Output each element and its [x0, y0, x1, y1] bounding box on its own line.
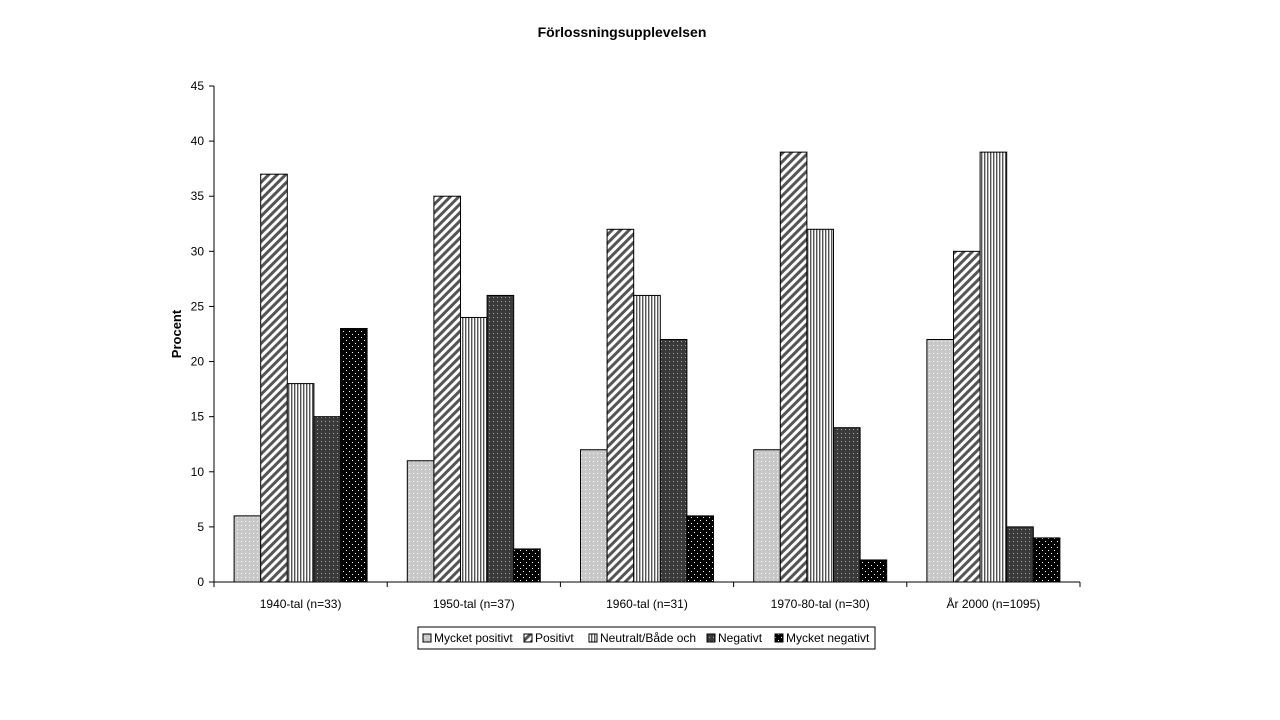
chart-title: Förlossningsupplevelsen — [538, 24, 707, 40]
y-axis-label: Procent — [169, 309, 184, 358]
legend-swatch — [422, 633, 432, 643]
legend-swatch — [523, 633, 533, 643]
bar — [340, 327, 368, 583]
legend-swatch — [774, 633, 784, 643]
y-tick-label: 20 — [191, 355, 205, 369]
legend-label: Neutralt/Både och — [600, 631, 696, 645]
x-category-label: 1950-tal (n=37) — [433, 597, 515, 611]
y-tick-label: 45 — [191, 79, 205, 93]
y-tick-label: 30 — [191, 244, 205, 258]
bar — [659, 339, 688, 583]
legend-swatch — [588, 633, 598, 643]
bar — [833, 427, 861, 583]
bar — [260, 173, 288, 583]
legend-label: Mycket positivt — [434, 631, 513, 645]
y-tick-label: 35 — [191, 189, 205, 203]
y-tick-label: 25 — [191, 299, 205, 313]
legend: Mycket positivt Positivt Neutralt/Både och… — [417, 626, 876, 650]
y-tick-label: 10 — [191, 465, 205, 479]
y-tick-label: 15 — [191, 410, 205, 424]
bar — [513, 548, 541, 583]
bar — [460, 316, 488, 583]
legend-swatch — [706, 633, 716, 643]
bar — [806, 228, 835, 583]
y-tick-label: 5 — [197, 520, 204, 534]
legend-box — [417, 626, 876, 650]
bar — [1032, 537, 1061, 583]
bar — [313, 416, 341, 583]
bar — [580, 449, 608, 583]
bar — [779, 151, 808, 583]
bars-group — [233, 151, 1061, 583]
bar — [433, 195, 461, 583]
y-tick-label: 0 — [197, 575, 204, 589]
x-category-label: 1970-80-tal (n=30) — [771, 597, 870, 611]
bar — [979, 151, 1008, 583]
bar — [753, 449, 781, 583]
y-tick-label: 40 — [191, 134, 205, 148]
bar — [233, 515, 262, 583]
legend-label: Negativt — [718, 631, 763, 645]
bar — [686, 515, 715, 583]
legend-label: Positivt — [535, 631, 574, 645]
bar — [486, 294, 515, 583]
x-category-label: 1960-tal (n=31) — [606, 597, 688, 611]
bar — [859, 559, 888, 583]
x-category-label: År 2000 (n=1095) — [947, 596, 1041, 611]
bar — [286, 383, 315, 583]
bar — [633, 294, 661, 583]
bar — [1006, 526, 1034, 583]
y-axis: 0 5 10 15 20 25 30 35 40 45 — [191, 79, 215, 589]
bar — [406, 460, 435, 583]
legend-label: Mycket negativt — [786, 631, 870, 645]
x-axis: 1940-tal (n=33) 1950-tal (n=37) 1960-tal (… — [213, 581, 1081, 611]
bar — [953, 250, 981, 583]
bar — [606, 228, 635, 583]
bar — [926, 339, 955, 583]
x-category-label: 1940-tal (n=33) — [260, 597, 342, 611]
